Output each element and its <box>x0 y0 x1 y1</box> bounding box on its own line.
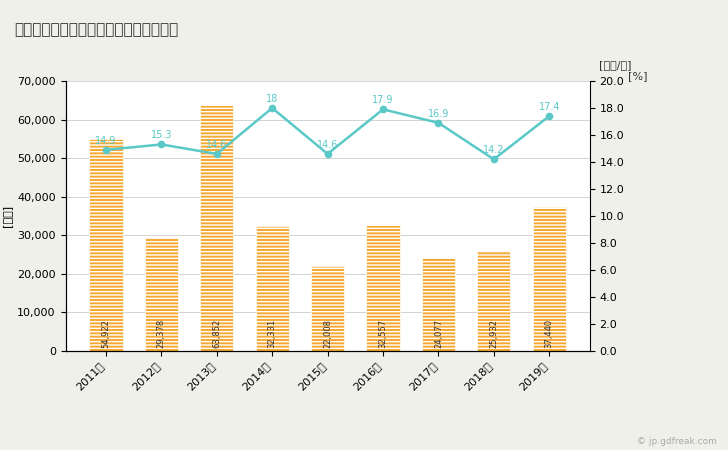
Y-axis label: [万円]: [万円] <box>1 205 12 227</box>
Text: 24,077: 24,077 <box>434 319 443 348</box>
Text: 15.3: 15.3 <box>151 130 172 140</box>
Text: 37,440: 37,440 <box>545 319 554 348</box>
Text: 54,922: 54,922 <box>101 319 111 348</box>
Text: 14.6: 14.6 <box>317 140 339 150</box>
Text: 18: 18 <box>266 94 278 104</box>
Text: 16.9: 16.9 <box>428 109 449 119</box>
Text: [万円/㎡]: [万円/㎡] <box>599 60 632 70</box>
Bar <box>311 266 344 351</box>
Text: 17.9: 17.9 <box>372 95 394 105</box>
Bar <box>90 139 122 351</box>
Bar <box>145 238 178 351</box>
Text: 17.4: 17.4 <box>539 102 560 112</box>
Text: 63,852: 63,852 <box>213 319 221 348</box>
Text: [%]: [%] <box>628 71 647 81</box>
Text: 住宅用建築物の工事費予定額合計の推移: 住宅用建築物の工事費予定額合計の推移 <box>15 22 179 37</box>
Text: 14.9: 14.9 <box>95 136 116 146</box>
Text: 25,932: 25,932 <box>489 319 499 348</box>
Bar <box>422 258 455 351</box>
Bar <box>533 207 566 351</box>
Text: 14.2: 14.2 <box>483 145 505 155</box>
Text: © jp.gdfreak.com: © jp.gdfreak.com <box>637 436 717 446</box>
Text: 32,557: 32,557 <box>379 319 387 348</box>
Bar <box>477 251 510 351</box>
Bar <box>200 105 234 351</box>
Text: 29,378: 29,378 <box>157 319 166 348</box>
Text: 32,331: 32,331 <box>268 319 277 348</box>
Bar <box>366 225 400 351</box>
Bar <box>256 226 289 351</box>
Text: 22,008: 22,008 <box>323 319 332 348</box>
Text: 14.6: 14.6 <box>206 140 227 150</box>
